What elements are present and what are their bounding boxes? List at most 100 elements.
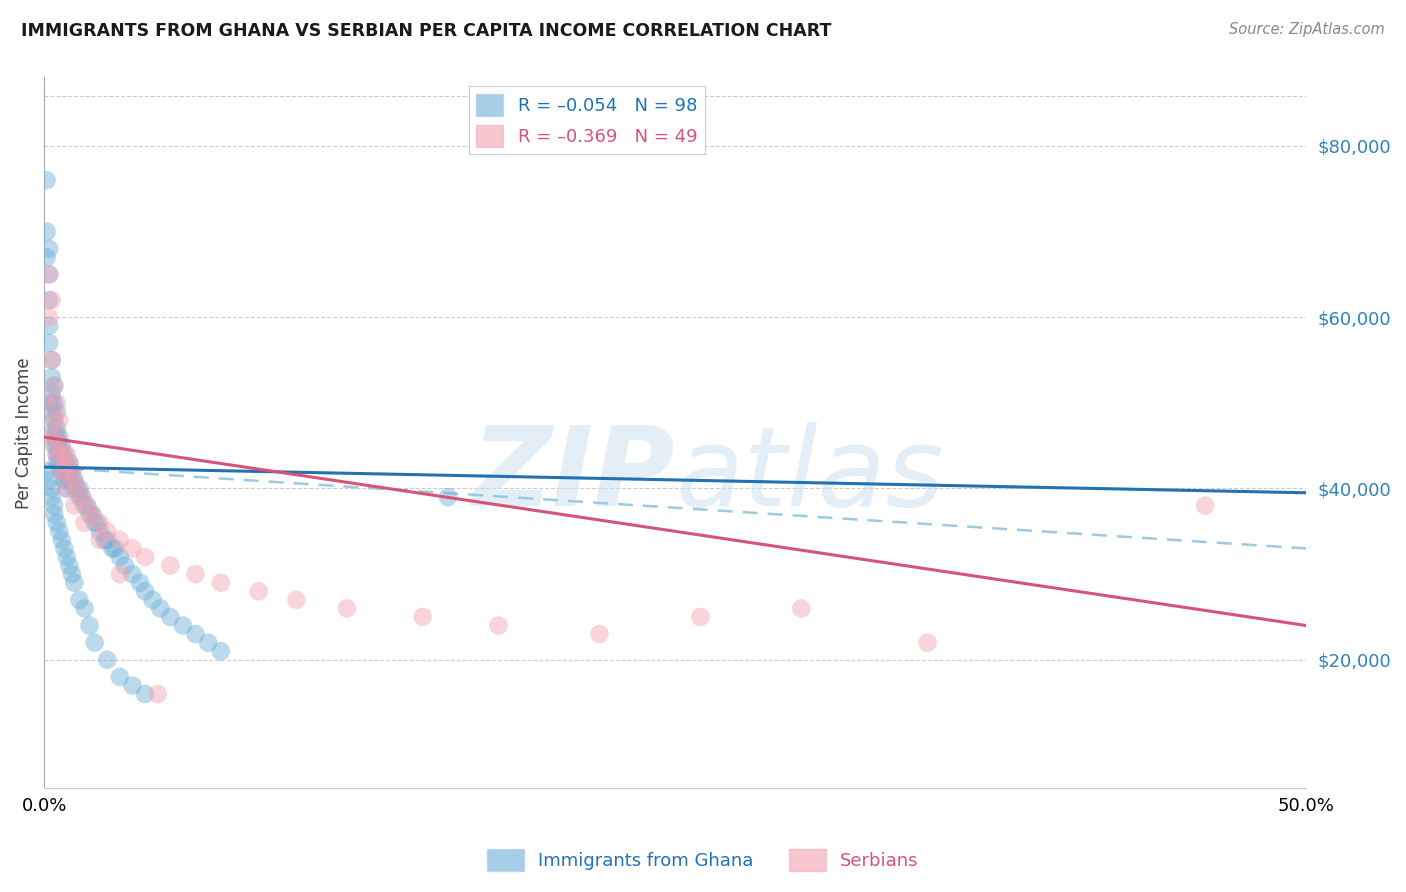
Point — [35, 464, 58, 478]
Point — [60, 464, 83, 478]
Point — [45, 430, 67, 444]
Point — [96, 653, 118, 667]
Point — [38, 335, 60, 350]
Point — [197, 635, 219, 649]
Point — [70, 490, 93, 504]
Point — [60, 464, 83, 478]
Point — [121, 678, 143, 692]
Point — [134, 549, 156, 564]
Point — [44, 430, 66, 444]
Point — [45, 404, 67, 418]
Point — [53, 456, 76, 470]
Point — [60, 473, 83, 487]
Point — [73, 499, 96, 513]
Point — [588, 627, 610, 641]
Point — [790, 601, 813, 615]
Point — [134, 584, 156, 599]
Point — [80, 507, 103, 521]
Point — [104, 541, 127, 556]
Point — [51, 464, 73, 478]
Point — [56, 482, 79, 496]
Point — [48, 430, 70, 444]
Point — [159, 610, 181, 624]
Point — [121, 541, 143, 556]
Point — [38, 268, 60, 282]
Point — [44, 499, 66, 513]
Point — [58, 456, 80, 470]
Point — [83, 635, 105, 649]
Point — [149, 601, 172, 615]
Point — [35, 225, 58, 239]
Point — [66, 482, 89, 496]
Point — [56, 464, 79, 478]
Point — [134, 687, 156, 701]
Point — [58, 464, 80, 478]
Point — [44, 439, 66, 453]
Point — [53, 464, 76, 478]
Point — [79, 618, 101, 632]
Point — [142, 592, 165, 607]
Point — [35, 250, 58, 264]
Point — [488, 618, 510, 632]
Point — [917, 635, 939, 649]
Point — [76, 499, 98, 513]
Point — [63, 473, 86, 487]
Point — [121, 567, 143, 582]
Point — [53, 447, 76, 461]
Point — [69, 490, 91, 504]
Point — [285, 592, 308, 607]
Point — [44, 507, 66, 521]
Text: ZIP: ZIP — [471, 422, 675, 529]
Point — [63, 499, 86, 513]
Point — [41, 490, 63, 504]
Point — [44, 378, 66, 392]
Point — [209, 575, 232, 590]
Point — [58, 456, 80, 470]
Point — [53, 541, 76, 556]
Point — [114, 558, 136, 573]
Legend: Immigrants from Ghana, Serbians: Immigrants from Ghana, Serbians — [481, 842, 925, 879]
Point — [93, 533, 115, 547]
Point — [56, 473, 79, 487]
Point — [63, 473, 86, 487]
Point — [86, 516, 108, 530]
Point — [44, 413, 66, 427]
Point — [96, 533, 118, 547]
Point — [69, 592, 91, 607]
Point — [35, 396, 58, 410]
Point — [44, 396, 66, 410]
Point — [45, 447, 67, 461]
Point — [41, 353, 63, 368]
Point — [48, 439, 70, 453]
Point — [38, 268, 60, 282]
Point — [44, 378, 66, 392]
Point — [51, 447, 73, 461]
Point — [38, 318, 60, 333]
Point — [53, 464, 76, 478]
Point — [184, 567, 207, 582]
Point — [48, 439, 70, 453]
Point — [51, 464, 73, 478]
Point — [73, 516, 96, 530]
Point — [159, 558, 181, 573]
Point — [101, 541, 124, 556]
Point — [38, 473, 60, 487]
Point — [41, 370, 63, 384]
Point — [44, 421, 66, 435]
Point — [63, 575, 86, 590]
Point — [89, 533, 111, 547]
Point — [38, 242, 60, 256]
Point — [76, 499, 98, 513]
Y-axis label: Per Capita Income: Per Capita Income — [15, 357, 32, 508]
Point — [437, 490, 460, 504]
Point — [56, 549, 79, 564]
Point — [38, 310, 60, 325]
Point — [48, 413, 70, 427]
Point — [45, 439, 67, 453]
Point — [66, 482, 89, 496]
Text: IMMIGRANTS FROM GHANA VS SERBIAN PER CAPITA INCOME CORRELATION CHART: IMMIGRANTS FROM GHANA VS SERBIAN PER CAP… — [21, 22, 831, 40]
Point — [689, 610, 711, 624]
Point — [41, 404, 63, 418]
Point — [56, 447, 79, 461]
Point — [51, 533, 73, 547]
